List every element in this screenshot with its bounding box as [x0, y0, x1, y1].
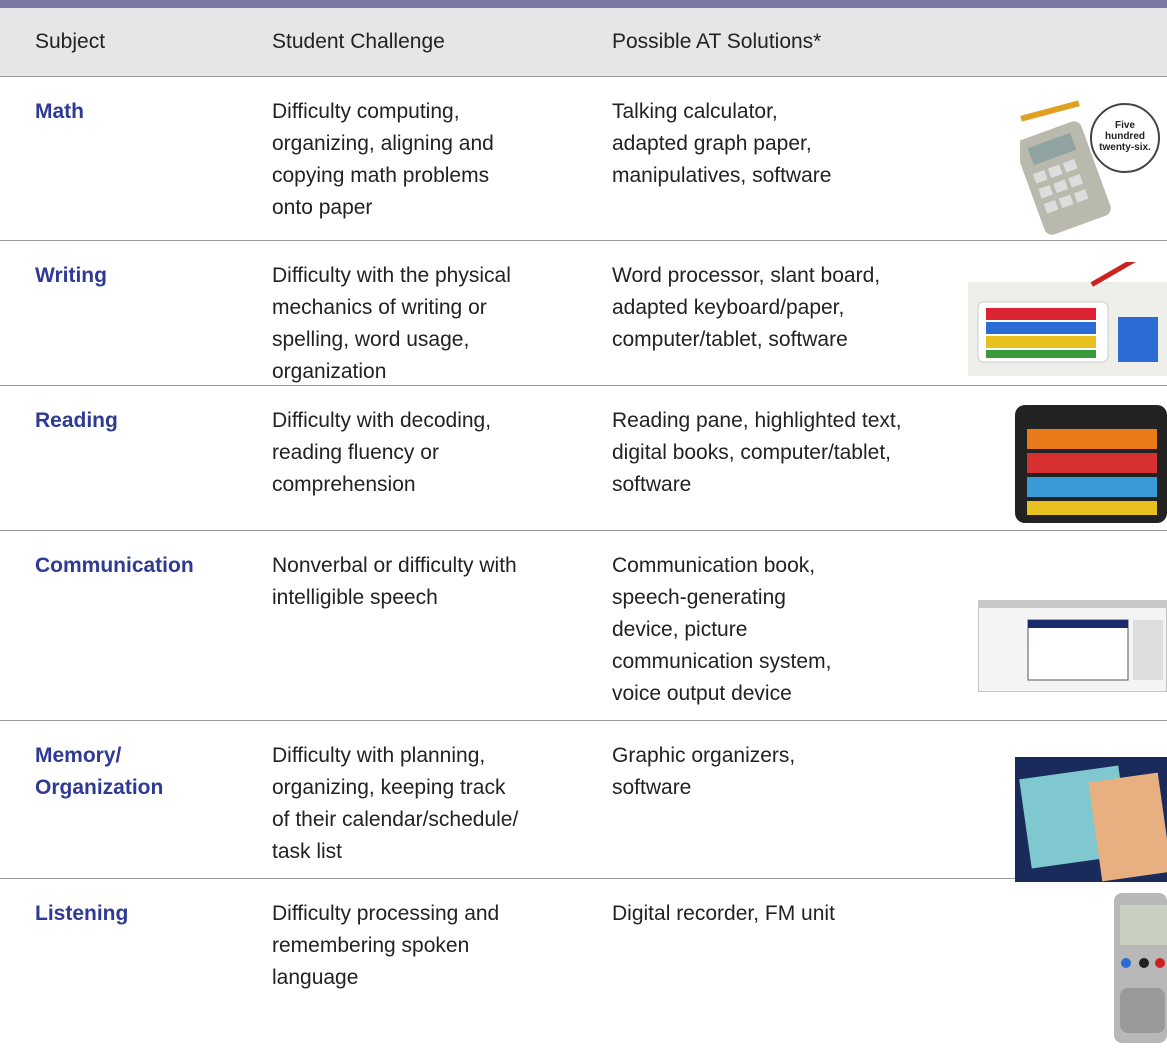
challenge-text: Difficulty computing, — [272, 100, 460, 123]
challenge-text: mechanics of writing or — [272, 296, 487, 319]
solutions-text: adapted keyboard/paper, — [612, 296, 845, 319]
solutions-text: device, picture — [612, 618, 748, 641]
header-cell: Subject — [35, 30, 106, 53]
subject-label: Memory/ — [35, 744, 122, 767]
solutions-text: Word processor, slant board, — [612, 264, 881, 287]
challenge-text: Difficulty with decoding, — [272, 409, 492, 432]
solutions-text: digital books, computer/tablet, — [612, 441, 891, 464]
challenge-text: intelligible speech — [272, 586, 438, 609]
solutions-text: speech-generating — [612, 586, 786, 609]
recorder-image — [1114, 893, 1167, 1043]
solutions-text: software — [612, 473, 692, 496]
row-divider — [0, 530, 1167, 531]
row-divider — [0, 878, 1167, 879]
solutions-text: Reading pane, highlighted text, — [612, 409, 902, 432]
subject-label: Writing — [35, 264, 107, 287]
challenge-text: comprehension — [272, 473, 416, 496]
solutions-text: Communication book, — [612, 554, 816, 577]
bubble-text: hundred — [1105, 131, 1145, 142]
subject-label: Listening — [35, 902, 129, 925]
solutions-text: communication system, — [612, 650, 832, 673]
header-cell: Student Challenge — [272, 30, 445, 53]
challenge-text: Difficulty processing and — [272, 902, 500, 925]
talking-device-image — [1015, 405, 1167, 523]
subject-label: Communication — [35, 554, 194, 577]
challenge-text: spelling, word usage, — [272, 328, 470, 351]
header-row — [0, 8, 1167, 77]
challenge-text: remembering spoken — [272, 934, 470, 957]
solutions-text: Talking calculator, — [612, 100, 778, 123]
challenge-text: organizing, keeping track — [272, 776, 506, 799]
subject-label: Organization — [35, 776, 164, 799]
challenge-text: organizing, aligning and — [272, 132, 494, 155]
row-divider — [0, 385, 1167, 386]
solutions-text: software — [612, 776, 692, 799]
subject-label: Math — [35, 100, 84, 123]
solutions-text: computer/tablet, software — [612, 328, 848, 351]
row-divider — [0, 240, 1167, 241]
bubble-text: twenty-six. — [1099, 142, 1151, 153]
solutions-text: adapted graph paper, — [612, 132, 812, 155]
challenge-text: Difficulty with planning, — [272, 744, 486, 767]
challenge-text: task list — [272, 840, 343, 863]
challenge-text: language — [272, 966, 359, 989]
challenge-text: Nonverbal or difficulty with — [272, 554, 517, 577]
top-bar — [0, 0, 1167, 8]
row-divider — [0, 720, 1167, 721]
keyboard-image — [968, 262, 1167, 376]
challenge-text: Difficulty with the physical — [272, 264, 511, 287]
graphic-organizer-image — [1015, 757, 1167, 882]
challenge-text: onto paper — [272, 196, 373, 219]
software-screenshot-image — [978, 600, 1167, 692]
subject-label: Reading — [35, 409, 118, 432]
challenge-text: of their calendar/schedule/ — [272, 808, 519, 831]
solutions-text: manipulatives, software — [612, 164, 832, 187]
header-cell: Possible AT Solutions* — [612, 30, 822, 53]
bubble-text: Five — [1115, 120, 1135, 131]
solutions-text: voice output device — [612, 682, 792, 705]
solutions-text: Digital recorder, FM unit — [612, 902, 835, 925]
challenge-text: organization — [272, 360, 387, 383]
challenge-text: reading fluency or — [272, 441, 439, 464]
challenge-text: copying math problems — [272, 164, 490, 187]
solutions-text: Graphic organizers, — [612, 744, 796, 767]
